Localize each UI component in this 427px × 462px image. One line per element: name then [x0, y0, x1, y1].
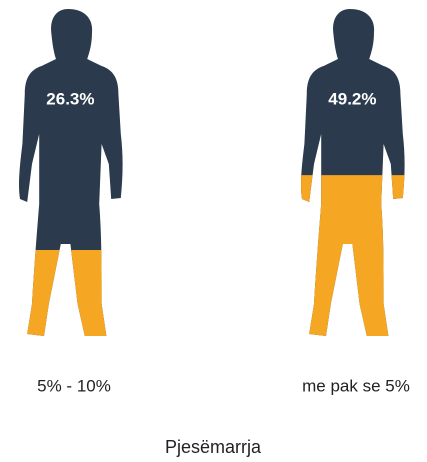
- value-label: 26.3%: [46, 89, 94, 108]
- value-label: 49.2%: [328, 89, 376, 108]
- figure: [301, 9, 405, 336]
- fill-level: [301, 175, 405, 336]
- category-label: me pak se 5%: [302, 376, 410, 395]
- chart-title: Pjesëmarrja: [165, 437, 262, 457]
- category-label: 5% - 10%: [37, 376, 111, 395]
- figure: [19, 9, 123, 336]
- fill-level: [27, 249, 107, 336]
